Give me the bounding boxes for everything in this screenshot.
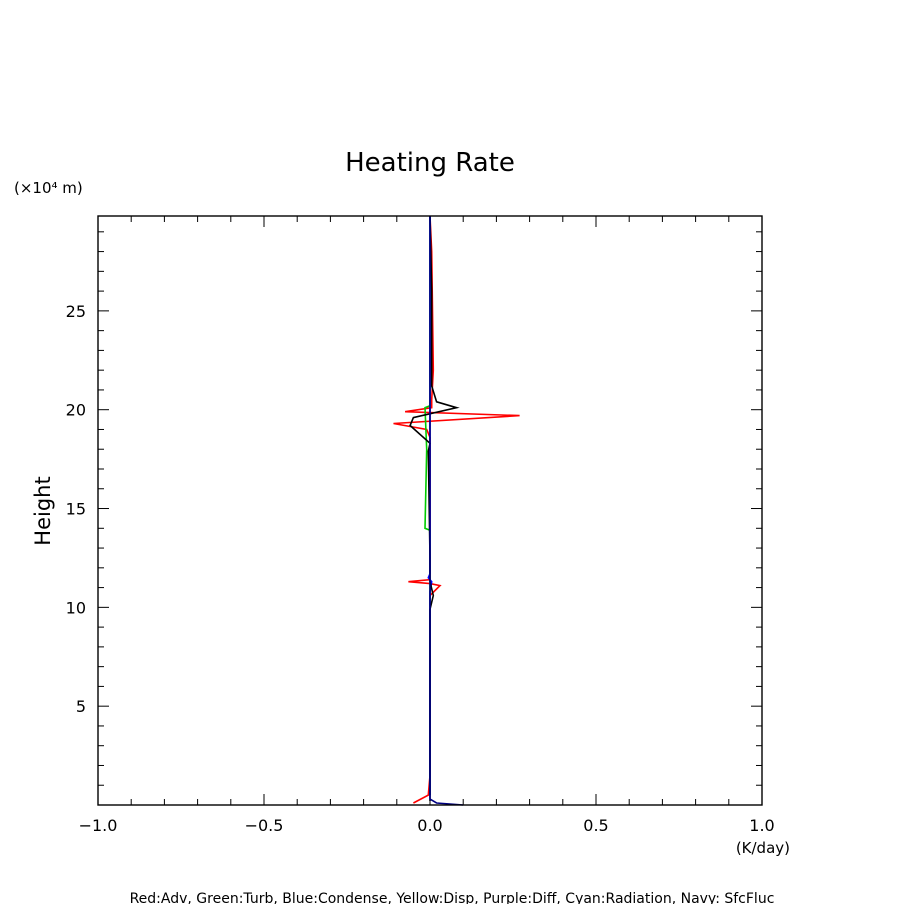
x-tick-label: 0.5 xyxy=(583,816,608,835)
y-tick-label: 20 xyxy=(66,401,86,420)
y-tick-label: 10 xyxy=(66,598,86,617)
y-tick-label: 5 xyxy=(76,697,86,716)
x-tick-label: −1.0 xyxy=(79,816,118,835)
x-tick-label: 0.0 xyxy=(417,816,442,835)
y-axis-label: Height xyxy=(31,476,55,545)
x-unit-label: (K/day) xyxy=(736,839,790,857)
x-tick-label: 1.0 xyxy=(749,816,774,835)
y-tick-label: 15 xyxy=(66,500,86,519)
data-series xyxy=(393,215,520,806)
chart-footer-legend: Red:Adv, Green:Turb, Blue:Condense, Yell… xyxy=(130,891,775,904)
axis-ticks xyxy=(97,216,763,805)
tick-labels: −1.0 −0.5 0.0 0.5 1.0 5 10 15 20 25 xyxy=(66,302,775,835)
series-line xyxy=(409,215,460,801)
plot-frame xyxy=(97,215,763,806)
y-unit-label: (×10⁴ m) xyxy=(14,179,83,197)
y-tick-label: 25 xyxy=(66,302,86,321)
series-line xyxy=(429,216,464,806)
chart-title: Heating Rate xyxy=(345,148,515,178)
series-line xyxy=(393,215,520,804)
x-tick-label: −0.5 xyxy=(245,816,284,835)
